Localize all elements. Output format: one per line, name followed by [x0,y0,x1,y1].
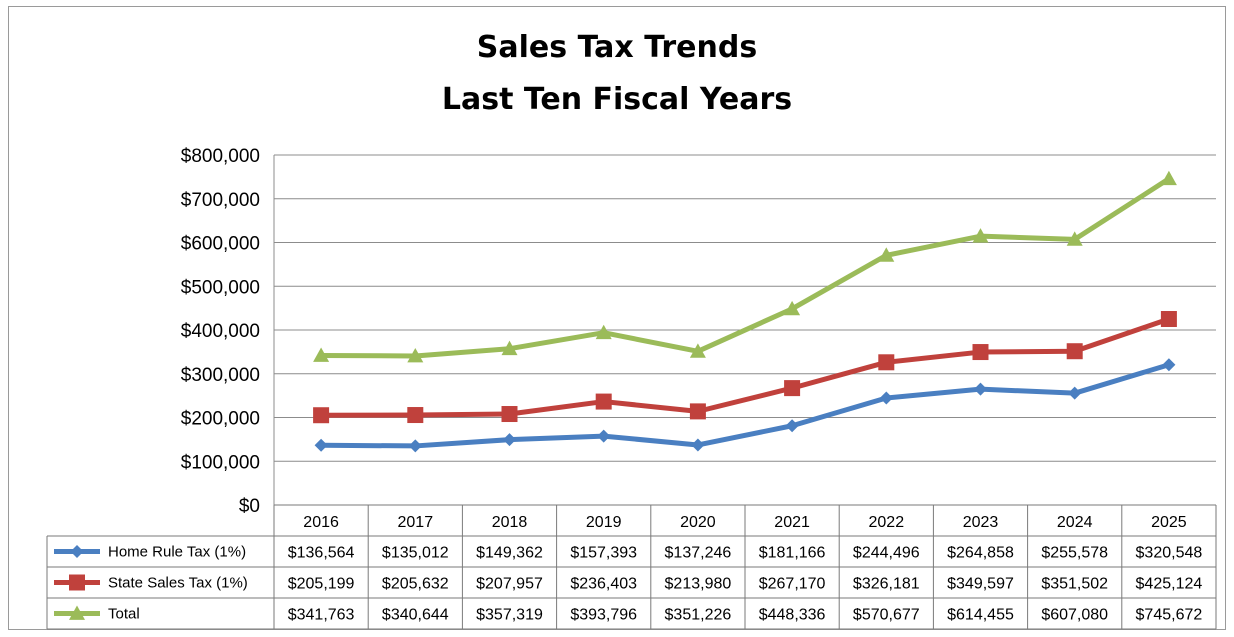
data-point [1068,386,1082,400]
table-cell-value: $181,166 [759,545,826,562]
data-point [595,324,612,340]
table-cell-value: $349,597 [947,576,1014,593]
table-cell-value: $136,564 [288,545,355,562]
legend-label: Home Rule Tax (1%) [108,544,246,561]
table-cell-value: $137,246 [665,545,732,562]
legend-key-marker [69,605,85,620]
data-point [503,433,516,447]
data-point [313,407,330,424]
table-cell-value: $320,548 [1136,545,1203,562]
data-point [1160,311,1177,328]
table-cell-value: $213,980 [665,576,732,593]
chart-title-line1: Sales Tax Trends [476,30,758,65]
y-tick-label: $0 [239,496,260,517]
table-cell-value: $351,502 [1041,576,1108,593]
data-point [689,343,706,358]
data-point [1066,343,1083,360]
data-point [691,438,705,452]
y-tick-label: $600,000 [181,234,260,255]
table-cell-value: $205,199 [288,576,355,593]
data-point [689,403,706,420]
data-point [501,340,518,356]
data-point [972,344,989,361]
table-cell-value: $326,181 [853,576,920,593]
y-tick-label: $200,000 [181,409,260,430]
table-cell-value: $264,858 [947,545,1014,562]
table-cell-value: $570,677 [853,607,920,624]
table-cell-value: $448,336 [759,607,826,624]
table-cell-value: $341,763 [288,607,355,624]
x-category-label: 2016 [303,514,339,531]
data-point [784,300,801,316]
data-point [314,438,328,452]
data-point [785,419,799,433]
chart-frame [8,6,1226,630]
legend-label: Total [108,606,140,623]
table-cell-value: $351,226 [665,607,732,624]
y-tick-label: $800,000 [181,146,260,167]
data-point [597,429,611,443]
x-category-label: 2017 [398,514,434,531]
data-point [879,391,893,405]
series-line [321,362,1170,449]
table-cell-value: $244,496 [853,545,920,562]
data-point [501,406,518,423]
data-point [1160,170,1177,186]
series-lines [313,170,1177,453]
data-point [878,354,895,371]
y-tick-label: $300,000 [181,365,260,386]
x-category-label: 2021 [774,514,810,531]
x-category-label: 2018 [492,514,528,531]
data-point [784,380,801,397]
table-cell-value: $205,632 [382,576,449,593]
table-cell-value: $267,170 [759,576,826,593]
table-cell-value: $745,672 [1136,607,1203,624]
series-line [321,176,1171,359]
table-cell-value: $357,319 [476,607,543,624]
data-point [595,393,612,410]
y-tick-label: $500,000 [181,277,260,298]
x-category-label: 2025 [1151,514,1187,531]
data-table: 2016 2017 2018 2019 2020 2021 2022 2023 2024 2025… [46,504,1217,630]
legend-label: State Sales Tax (1%) [108,575,248,592]
table-cell-value: $340,644 [382,607,449,624]
data-point [407,347,424,363]
y-tick-label: $100,000 [181,452,260,473]
data-point [408,439,422,453]
y-axis-ticks: $0 $100,000 $200,000 $300,000 $400,000 $500,0… [181,146,260,517]
data-point [1162,358,1176,372]
table-cell-value: $393,796 [570,607,637,624]
table-cell-value: $607,080 [1041,607,1108,624]
table-cell-value: $255,578 [1041,545,1108,562]
x-category-label: 2020 [680,514,716,531]
data-point [974,382,987,396]
data-point [972,228,989,243]
y-tick-label: $700,000 [181,190,260,211]
series-line [321,316,1170,418]
y-tick-label: $400,000 [181,321,260,342]
data-point [878,247,895,262]
table-cell-value: $207,957 [476,576,543,593]
chart-title-line2: Last Ten Fiscal Years [441,82,793,117]
table-cell-value: $614,455 [947,607,1014,624]
x-category-label: 2022 [869,514,905,531]
data-point [313,347,330,362]
table-cell-value: $135,012 [382,545,449,562]
data-point [407,407,424,424]
x-category-label: 2019 [586,514,622,531]
legend-key-marker [69,574,85,591]
x-category-label: 2023 [963,514,999,531]
table-cell-value: $149,362 [476,545,543,562]
table-cell-value: $157,393 [570,545,637,562]
table-cell-value: $425,124 [1136,576,1203,593]
data-point [1066,231,1083,246]
x-category-label: 2024 [1057,514,1093,531]
table-cell-value: $236,403 [570,576,637,593]
legend-key-marker [70,545,84,558]
